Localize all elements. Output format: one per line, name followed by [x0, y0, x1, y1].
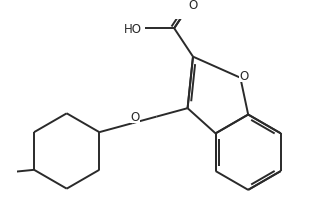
- Text: O: O: [188, 0, 197, 11]
- Text: HO: HO: [124, 23, 142, 35]
- Text: O: O: [130, 110, 140, 123]
- Text: O: O: [239, 69, 248, 82]
